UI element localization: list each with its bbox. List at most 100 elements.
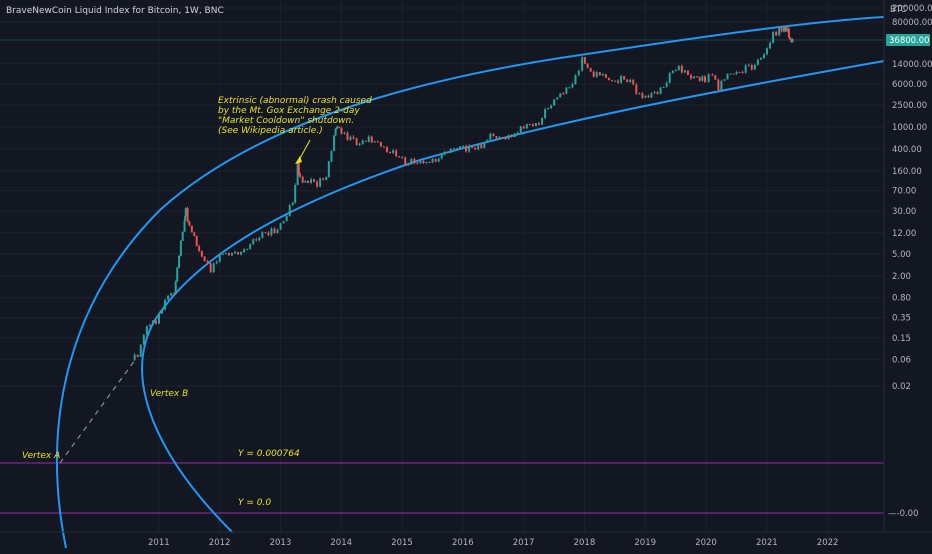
candle-body bbox=[686, 70, 689, 76]
x-tick-label: 2020 bbox=[695, 538, 717, 548]
candle-body bbox=[623, 76, 626, 80]
candle-body bbox=[498, 137, 501, 139]
candle-body bbox=[735, 71, 738, 75]
candle-body bbox=[296, 161, 299, 186]
candle-body bbox=[525, 124, 528, 129]
candle-body bbox=[301, 176, 304, 183]
candle-body bbox=[534, 123, 537, 126]
candle-body bbox=[762, 54, 765, 59]
candle-body bbox=[183, 220, 186, 232]
horizontal-lines[interactable] bbox=[0, 39, 884, 514]
candle-body bbox=[680, 65, 683, 73]
last-price-tag bbox=[886, 34, 930, 46]
candle-body bbox=[184, 215, 187, 221]
candle-body bbox=[327, 161, 330, 178]
candle-body bbox=[516, 132, 519, 134]
candle-body bbox=[732, 73, 735, 75]
candle-body bbox=[747, 65, 750, 67]
candle-body bbox=[270, 228, 273, 236]
grid bbox=[0, 0, 884, 532]
candle-body bbox=[334, 128, 337, 136]
candle-body bbox=[178, 255, 181, 268]
parabolic-curves[interactable] bbox=[56, 16, 885, 549]
candle-body bbox=[671, 70, 674, 74]
candle-body bbox=[428, 162, 431, 164]
candle-body bbox=[696, 76, 699, 78]
candle-body bbox=[285, 215, 288, 222]
candle-body bbox=[294, 185, 297, 203]
x-tick-label: 2022 bbox=[817, 538, 839, 548]
y-tick-label: 2.00 bbox=[892, 272, 911, 282]
candle-body bbox=[407, 164, 410, 166]
candle-body bbox=[161, 309, 164, 314]
candle-body bbox=[477, 144, 480, 150]
candles bbox=[133, 25, 794, 362]
candle-body bbox=[419, 160, 422, 164]
vertex-b-label: Vertex B bbox=[150, 389, 188, 399]
candle-body bbox=[340, 127, 343, 134]
candle-body bbox=[683, 70, 686, 73]
candle-body bbox=[711, 74, 714, 76]
candle-body bbox=[243, 249, 246, 253]
y-tick-label: 80000.00 bbox=[892, 18, 932, 28]
candle-body bbox=[510, 135, 513, 138]
candle-body bbox=[158, 313, 160, 324]
candle-body bbox=[299, 173, 302, 177]
candle-body bbox=[416, 163, 419, 165]
candle-body bbox=[495, 136, 498, 139]
candle-body bbox=[346, 132, 349, 140]
candle-body bbox=[221, 253, 224, 255]
candle-body bbox=[395, 150, 398, 157]
candle-body bbox=[541, 117, 544, 125]
x-tick-label: 2016 bbox=[452, 538, 474, 548]
candle-body bbox=[775, 31, 778, 36]
x-tick-label: 2018 bbox=[574, 538, 596, 548]
candle-body bbox=[769, 42, 772, 49]
candle-body bbox=[577, 70, 580, 76]
candle-body bbox=[188, 221, 191, 226]
y-tick-label: 6000.00 bbox=[892, 80, 927, 90]
x-axis[interactable]: 2011 2012 2013 2014 2015 2016 2017 2018 2019 2020… bbox=[148, 538, 838, 548]
candle-body bbox=[744, 65, 747, 73]
y-tick-label: 160.00 bbox=[892, 167, 922, 177]
y-tick-label: 1000.00 bbox=[892, 123, 927, 133]
x-tick-label: 2014 bbox=[330, 538, 352, 548]
candle-body bbox=[382, 146, 385, 148]
projection-dashed-line bbox=[59, 359, 136, 464]
y-tick-label: 0.06 bbox=[892, 356, 911, 366]
candle-body bbox=[184, 208, 187, 216]
candle-body bbox=[190, 225, 193, 233]
candle-body bbox=[783, 26, 786, 32]
candle-body bbox=[784, 26, 787, 32]
candle-body bbox=[330, 151, 333, 162]
candle-body bbox=[766, 48, 768, 55]
candle-body bbox=[598, 72, 601, 76]
candle-body bbox=[304, 180, 307, 183]
candle-body bbox=[215, 261, 218, 264]
candle-body bbox=[528, 124, 531, 126]
candle-body bbox=[373, 141, 376, 143]
candle-body bbox=[486, 139, 489, 143]
candle-body bbox=[753, 64, 756, 70]
candle-body bbox=[574, 75, 577, 84]
candle-body bbox=[174, 281, 177, 294]
candle-body bbox=[778, 27, 781, 36]
candle-body bbox=[401, 157, 404, 159]
candle-body bbox=[181, 231, 184, 241]
candle-body bbox=[789, 37, 792, 40]
candle-body bbox=[198, 246, 201, 252]
candle-body bbox=[333, 135, 336, 152]
outer-curve[interactable] bbox=[56, 16, 885, 549]
candle-body bbox=[176, 267, 179, 282]
y-axis[interactable]: 200000.00 80000.00 14000.00 6000.00 2500.00 1… bbox=[888, 4, 932, 519]
inner-curve[interactable] bbox=[141, 60, 885, 533]
candle-body bbox=[703, 76, 706, 83]
candle-body bbox=[759, 58, 762, 60]
candle-body bbox=[319, 178, 322, 187]
candle-body bbox=[164, 299, 167, 310]
candle-body bbox=[519, 126, 522, 133]
candle-body bbox=[379, 142, 382, 147]
